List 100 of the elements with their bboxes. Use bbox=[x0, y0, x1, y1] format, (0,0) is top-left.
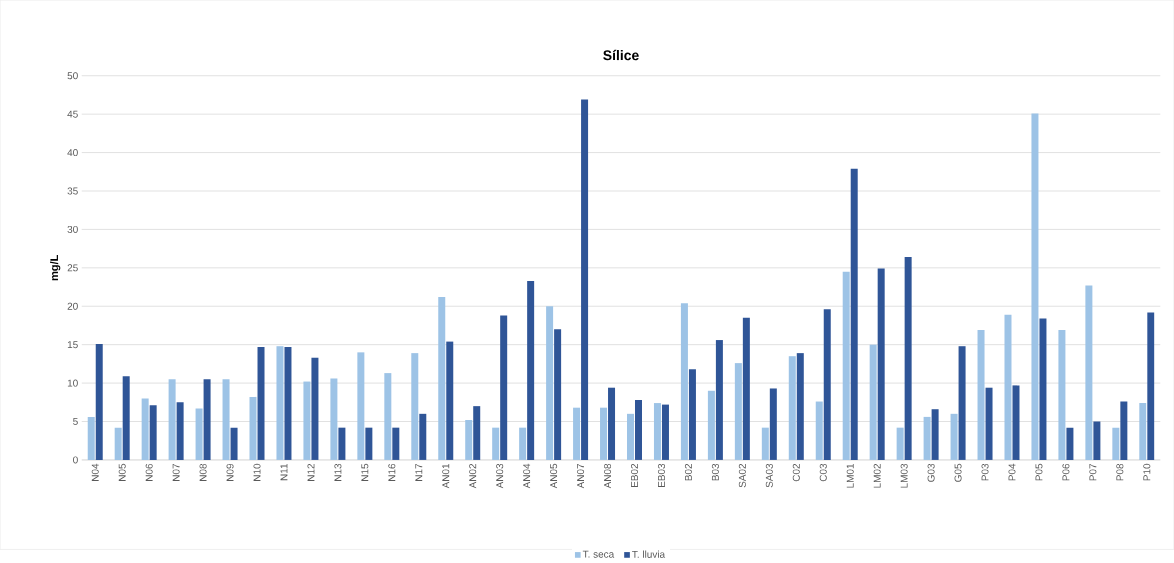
bar bbox=[284, 346, 292, 460]
x-tick-label: LM03 bbox=[900, 463, 908, 488]
bar bbox=[958, 346, 966, 460]
bar bbox=[977, 329, 985, 460]
x-tick-label: EB02 bbox=[630, 463, 639, 487]
bar bbox=[796, 353, 804, 460]
bar bbox=[661, 404, 669, 460]
bar bbox=[1058, 329, 1066, 460]
bar bbox=[608, 387, 616, 460]
bar bbox=[707, 390, 715, 460]
y-tick-label: 35 bbox=[67, 187, 78, 195]
x-tick-label: AN04 bbox=[523, 463, 531, 489]
x-tick-label: N15 bbox=[361, 463, 369, 481]
bar bbox=[688, 369, 696, 460]
bar bbox=[1066, 427, 1074, 460]
bar bbox=[249, 396, 257, 460]
y-axis-title: mg/L bbox=[50, 254, 61, 281]
y-tick-label: 15 bbox=[67, 341, 78, 349]
bar bbox=[904, 256, 912, 460]
x-tick-label: P06 bbox=[1062, 463, 1070, 481]
bar bbox=[635, 399, 642, 460]
x-tick-label: P07 bbox=[1089, 463, 1097, 481]
x-tick-label: B03 bbox=[711, 463, 719, 481]
bar bbox=[438, 296, 446, 460]
x-tick-label: N07 bbox=[172, 463, 180, 481]
y-tick-label: 20 bbox=[67, 302, 78, 310]
bar bbox=[222, 379, 230, 460]
bar bbox=[931, 409, 939, 460]
bar bbox=[600, 407, 608, 460]
x-tick-label: N13 bbox=[334, 463, 342, 481]
bar bbox=[87, 416, 95, 460]
bar bbox=[311, 357, 319, 460]
y-tick-label: 50 bbox=[67, 72, 78, 80]
bar bbox=[303, 381, 311, 460]
bar bbox=[869, 344, 877, 460]
bar bbox=[276, 346, 284, 460]
x-tick-label: P10 bbox=[1143, 463, 1151, 481]
legend-label: T. lluvia bbox=[632, 550, 666, 558]
bar bbox=[877, 268, 885, 460]
bar bbox=[823, 309, 831, 460]
legend-label: T. seca bbox=[582, 550, 615, 558]
bar bbox=[769, 388, 777, 460]
x-tick-label: AN02 bbox=[469, 463, 477, 489]
bar bbox=[168, 379, 176, 460]
bar bbox=[653, 402, 661, 460]
x-tick-label: N17 bbox=[415, 463, 423, 481]
x-tick-label: N08 bbox=[199, 463, 207, 481]
y-tick-label: 25 bbox=[67, 264, 78, 272]
bar bbox=[114, 427, 122, 460]
x-tick-label: P05 bbox=[1035, 463, 1043, 481]
bar bbox=[411, 353, 419, 460]
x-tick-label: N04 bbox=[91, 463, 99, 481]
bar bbox=[1004, 314, 1012, 460]
bar bbox=[546, 306, 554, 460]
bar bbox=[680, 303, 688, 460]
bar bbox=[742, 317, 750, 460]
bar bbox=[554, 329, 562, 460]
x-tick-label: N06 bbox=[145, 463, 153, 481]
bar bbox=[923, 416, 931, 460]
bar bbox=[1085, 285, 1093, 460]
x-tick-label: LM02 bbox=[873, 463, 881, 488]
x-tick-label: N09 bbox=[226, 463, 234, 481]
x-tick-label: C03 bbox=[819, 463, 827, 482]
bar bbox=[1039, 318, 1047, 460]
bar bbox=[1093, 421, 1101, 460]
bar bbox=[519, 427, 527, 460]
x-tick-label: C02 bbox=[792, 463, 800, 482]
bar bbox=[365, 427, 373, 460]
x-tick-label: AN01 bbox=[442, 463, 450, 489]
x-tick-label: EB03 bbox=[657, 463, 665, 487]
bar bbox=[330, 378, 338, 460]
x-tick-label: P08 bbox=[1116, 463, 1124, 481]
x-tick-label: P03 bbox=[981, 463, 989, 481]
x-tick-label: N12 bbox=[307, 463, 315, 481]
x-tick-label: SA03 bbox=[765, 463, 773, 488]
bar bbox=[195, 408, 203, 460]
bar bbox=[392, 427, 400, 460]
y-tick-label: 45 bbox=[67, 110, 78, 118]
x-tick-label: G05 bbox=[954, 463, 962, 482]
bar bbox=[122, 376, 130, 460]
x-tick-label: AN03 bbox=[496, 463, 504, 489]
bar bbox=[815, 401, 823, 460]
bar bbox=[527, 280, 535, 460]
x-tick-label: N05 bbox=[118, 463, 126, 481]
bar bbox=[1031, 113, 1039, 460]
bar bbox=[500, 315, 508, 460]
y-tick-label: 10 bbox=[67, 379, 78, 387]
bar bbox=[492, 427, 500, 460]
bar bbox=[842, 271, 850, 460]
bar bbox=[896, 427, 904, 460]
x-tick-label: AN07 bbox=[577, 463, 585, 489]
bar bbox=[1139, 402, 1147, 460]
bar bbox=[419, 413, 427, 460]
x-tick-label: N16 bbox=[388, 463, 396, 481]
x-tick-label: AN05 bbox=[550, 463, 558, 489]
bar bbox=[95, 343, 103, 460]
bar bbox=[1147, 312, 1155, 460]
bar bbox=[627, 413, 634, 460]
bar bbox=[1012, 385, 1020, 460]
bar bbox=[465, 419, 473, 460]
